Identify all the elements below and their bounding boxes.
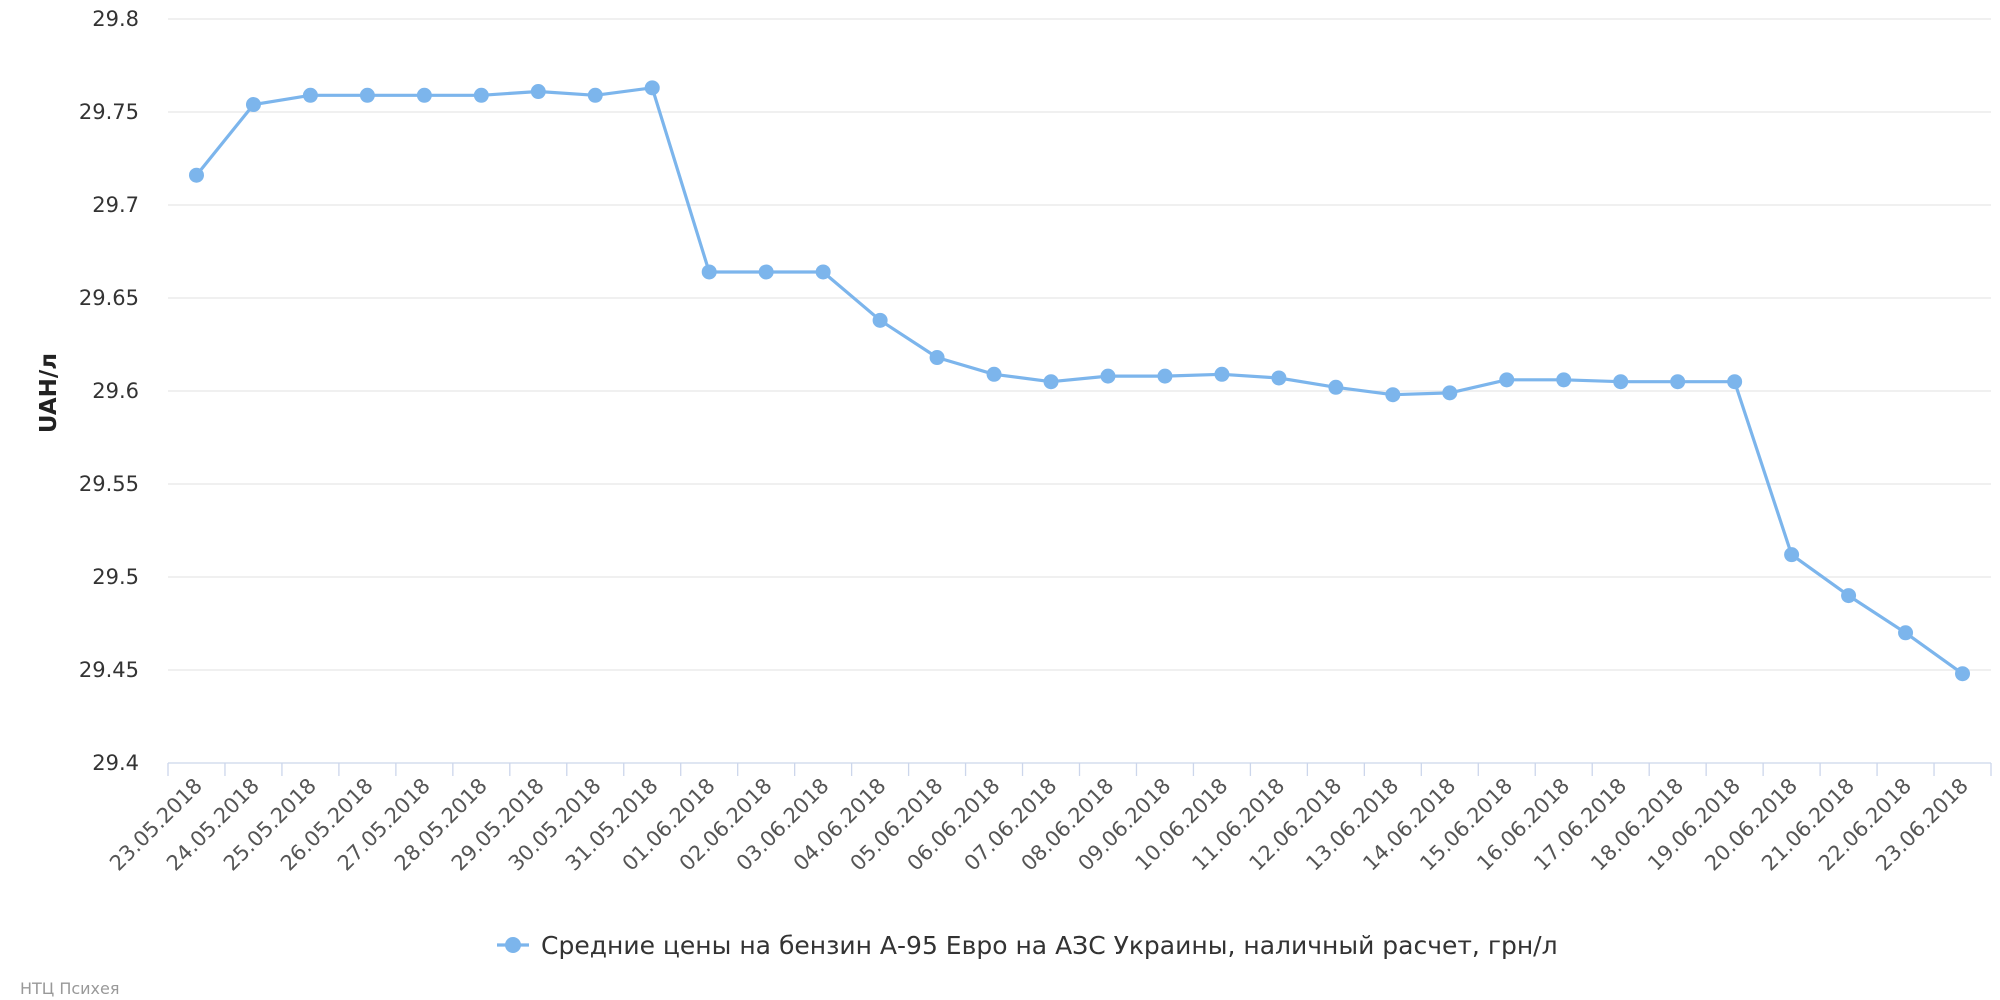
data-point[interactable] xyxy=(1385,387,1401,403)
data-point[interactable] xyxy=(815,264,831,280)
data-point[interactable] xyxy=(1727,374,1743,390)
legend[interactable]: Средние цены на бензин А-95 Евро на АЗС … xyxy=(497,931,1558,960)
data-point[interactable] xyxy=(1556,372,1572,388)
data-point[interactable] xyxy=(986,366,1002,382)
data-point[interactable] xyxy=(1214,366,1230,382)
gridlines xyxy=(168,18,1991,671)
data-point[interactable] xyxy=(587,87,603,103)
data-point[interactable] xyxy=(530,84,546,100)
data-point[interactable] xyxy=(302,87,318,103)
y-tick-label: 29.8 xyxy=(92,7,139,31)
data-point[interactable] xyxy=(929,350,945,366)
y-tick-label: 29.65 xyxy=(79,286,139,310)
data-point[interactable] xyxy=(1613,374,1629,390)
data-point[interactable] xyxy=(416,87,432,103)
data-point[interactable] xyxy=(701,264,717,280)
data-point[interactable] xyxy=(758,264,774,280)
y-tick-label: 29.75 xyxy=(79,100,139,124)
data-point[interactable] xyxy=(644,80,660,96)
data-point[interactable] xyxy=(1841,588,1857,604)
y-tick-label: 29.7 xyxy=(92,193,139,217)
y-axis-title: UAH/л xyxy=(36,353,62,433)
data-point[interactable] xyxy=(359,87,375,103)
legend-series-name[interactable]: Средние цены на бензин А-95 Евро на АЗС … xyxy=(541,931,1558,960)
data-point[interactable] xyxy=(1328,379,1344,395)
data-point[interactable] xyxy=(473,87,489,103)
data-point[interactable] xyxy=(1898,625,1914,641)
data-point[interactable] xyxy=(1670,374,1686,390)
data-point[interactable] xyxy=(1157,368,1173,384)
data-point[interactable] xyxy=(1784,547,1800,563)
y-tick-label: 29.5 xyxy=(92,565,139,589)
data-point[interactable] xyxy=(872,312,888,328)
data-point[interactable] xyxy=(1442,385,1458,401)
x-axis: 23.05.201824.05.201825.05.201826.05.2018… xyxy=(105,762,1992,876)
y-tick-label: 29.55 xyxy=(79,472,139,496)
y-tick-label: 29.45 xyxy=(79,658,139,682)
data-point[interactable] xyxy=(1955,666,1971,682)
series-line[interactable] xyxy=(194,86,1965,676)
legend-marker xyxy=(505,937,521,953)
data-point[interactable] xyxy=(1499,372,1515,388)
data-point[interactable] xyxy=(1271,370,1287,386)
data-point[interactable] xyxy=(1043,374,1059,390)
y-axis: 29.4 29.45 29.5 29.55 29.6 29.65 29.7 29.75 29.8 xyxy=(79,7,139,775)
data-point[interactable] xyxy=(245,97,261,113)
credit-text[interactable]: НТЦ Психея xyxy=(20,979,119,998)
data-point[interactable] xyxy=(188,167,204,183)
y-tick-label: 29.4 xyxy=(92,751,139,775)
y-tick-label: 29.6 xyxy=(92,379,139,403)
data-point[interactable] xyxy=(1100,368,1116,384)
series-group xyxy=(188,80,1971,682)
